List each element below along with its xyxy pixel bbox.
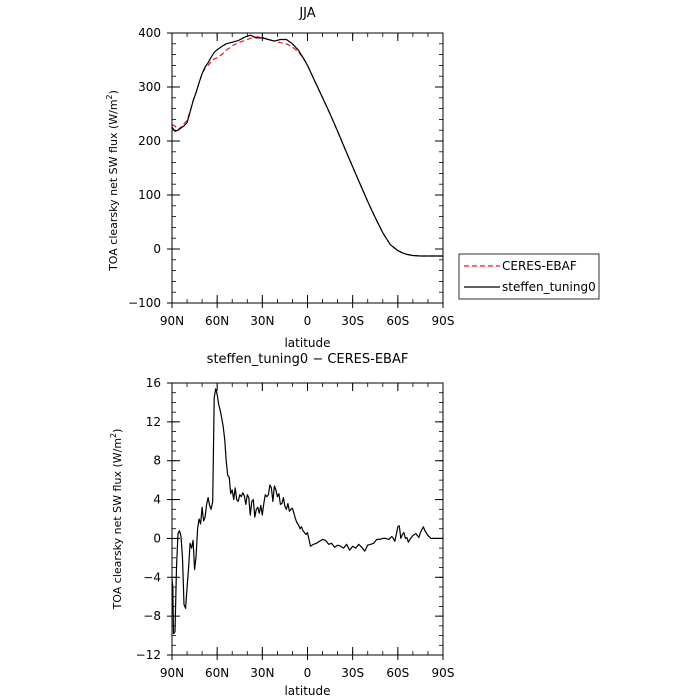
top-panel: JJA TOA clearsky net SW flux (W/m2) lati…	[105, 6, 454, 350]
legend-frame	[458, 253, 600, 300]
legend-label-steffen-tuning0: steffen_tuning0	[502, 280, 596, 294]
bottom-y-tick-label: −8	[143, 609, 161, 623]
top-plot-frame	[171, 32, 444, 304]
bottom-y-tick-label: 8	[153, 454, 161, 468]
bottom-y-tick-label: 4	[153, 493, 161, 507]
top-series-line-ceres-ebaf	[171, 36, 443, 257]
bottom-y-tick-label: 16	[146, 376, 161, 390]
top-x-tick-label: 0	[304, 314, 312, 328]
top-y-tick-label: 300	[138, 80, 161, 94]
legend-label-ceres-ebaf: CERES-EBAF	[502, 259, 577, 273]
top-x-tick-label: 90S	[432, 314, 455, 328]
legend: CERES-EBAF steffen_tuning0	[458, 253, 600, 300]
bottom-y-tick-label: 12	[146, 415, 161, 429]
bottom-x-tick-label: 90S	[432, 666, 455, 680]
bottom-y-tick-label: −12	[136, 648, 161, 662]
bottom-panel: steffen_tuning0 − CERES-EBAF TOA clearsk…	[109, 352, 454, 698]
top-x-tick-label: 90N	[160, 314, 184, 328]
top-x-axis-label: latitude	[284, 336, 330, 350]
top-y-axis-label: TOA clearsky net SW flux (W/m2)	[105, 90, 120, 272]
top-y-tick-label: 100	[138, 188, 161, 202]
bottom-panel-title: steffen_tuning0 − CERES-EBAF	[207, 352, 409, 367]
bottom-x-tick-label: 0	[304, 666, 312, 680]
top-y-tick-label: 400	[138, 26, 161, 40]
bottom-x-tick-label: 60N	[205, 666, 229, 680]
bottom-x-tick-label: 30N	[250, 666, 274, 680]
bottom-plot-frame	[171, 382, 444, 656]
top-series-line-steffen-tuning0	[171, 34, 443, 257]
bottom-y-tick-label: −4	[143, 570, 161, 584]
top-y-tick-label: 0	[153, 242, 161, 256]
top-x-tick-label: 60N	[205, 314, 229, 328]
bottom-y-axis-label: TOA clearsky net SW flux (W/m2)	[109, 429, 124, 611]
bottom-y-tick-label: 0	[153, 531, 161, 545]
top-y-tick-label: 200	[138, 134, 161, 148]
bottom-x-tick-label: 60S	[386, 666, 409, 680]
top-x-tick-label: 30S	[341, 314, 364, 328]
bottom-x-tick-label: 30S	[341, 666, 364, 680]
bottom-x-axis-label: latitude	[284, 684, 330, 698]
bottom-series-line-series-0	[171, 388, 443, 635]
top-panel-title: JJA	[298, 6, 315, 21]
top-y-tick-label: −100	[128, 296, 161, 310]
top-x-tick-label: 30N	[250, 314, 274, 328]
top-x-tick-label: 60S	[386, 314, 409, 328]
bottom-x-tick-label: 90N	[160, 666, 184, 680]
